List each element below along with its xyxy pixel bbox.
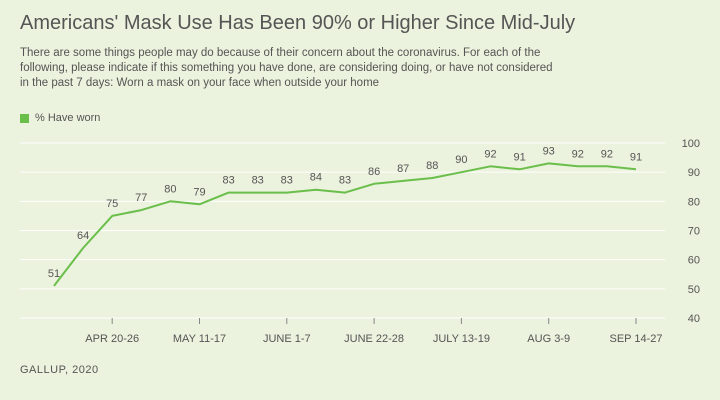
- x-tick-label: SEP 14-27: [609, 333, 662, 345]
- y-tick-label: 100: [682, 138, 700, 150]
- source-credit: GALLUP, 2020: [20, 364, 99, 376]
- data-label: 84: [310, 172, 322, 184]
- data-label: 86: [368, 166, 380, 178]
- data-label: 92: [572, 148, 584, 160]
- x-tick-label: AUG 3-9: [527, 333, 570, 345]
- data-label: 77: [135, 192, 147, 204]
- data-label: 83: [252, 175, 264, 187]
- data-label: 93: [543, 145, 555, 157]
- x-tick-label: JULY 13-19: [433, 333, 490, 345]
- legend-label: % Have worn: [35, 112, 101, 124]
- x-tick-label: APR 20-26: [85, 333, 139, 345]
- y-tick-label: 80: [688, 196, 700, 208]
- data-label: 64: [77, 230, 89, 242]
- chart-title: Americans' Mask Use Has Been 90% or High…: [20, 12, 576, 34]
- data-label: 88: [426, 160, 438, 172]
- data-label: 79: [193, 186, 205, 198]
- data-label: 90: [455, 154, 467, 166]
- data-label: 91: [513, 151, 525, 163]
- x-tick-label: JUNE 1-7: [263, 333, 311, 345]
- series-line: [53, 162, 637, 287]
- data-label: 83: [339, 175, 351, 187]
- x-tick-label: JUNE 22-28: [344, 333, 404, 345]
- y-tick-label: 50: [688, 284, 700, 296]
- data-label: 80: [164, 183, 176, 195]
- chart-subtitle: There are some things people may do beca…: [20, 47, 553, 89]
- x-tick-label: MAY 11-17: [173, 333, 226, 345]
- data-label: 87: [397, 163, 409, 175]
- data-label: 51: [48, 268, 60, 280]
- data-label: 92: [601, 148, 613, 160]
- y-tick-label: 70: [688, 226, 700, 238]
- data-label: 91: [630, 151, 642, 163]
- data-label: 83: [222, 175, 234, 187]
- y-tick-label: 40: [688, 313, 700, 325]
- data-label: 92: [484, 148, 496, 160]
- y-tick-label: 90: [688, 167, 700, 179]
- legend-swatch: [20, 113, 29, 123]
- legend: % Have worn: [20, 112, 100, 124]
- y-tick-label: 60: [688, 255, 700, 267]
- data-label: 75: [106, 198, 118, 210]
- data-label: 83: [281, 175, 293, 187]
